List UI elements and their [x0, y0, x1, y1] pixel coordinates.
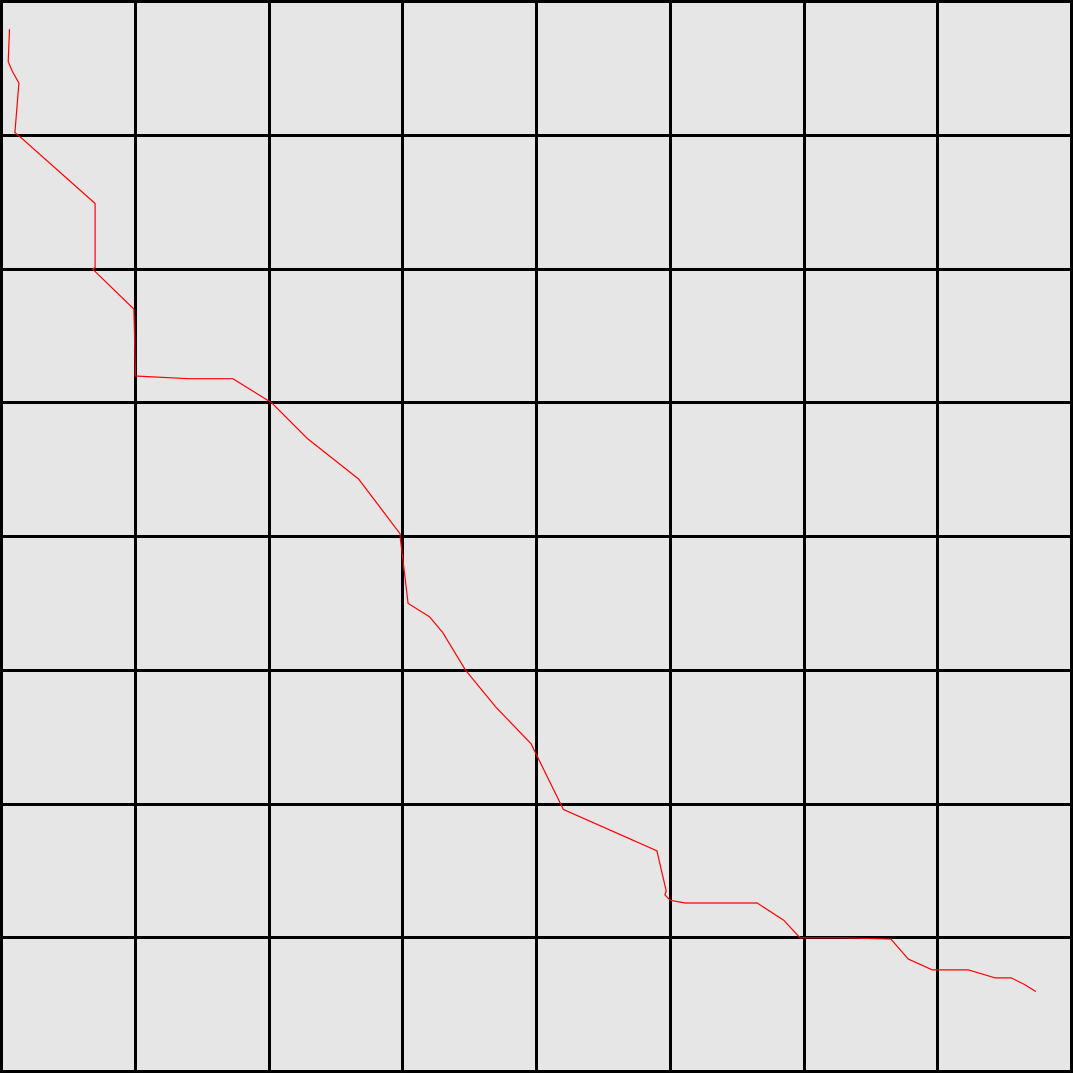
grid-cell [137, 137, 268, 268]
grid-cell [3, 404, 134, 535]
grid-cell [806, 404, 936, 535]
grid-cell [538, 137, 669, 268]
grid-cell [939, 137, 1070, 268]
grid-cell [538, 404, 669, 535]
grid-cell [3, 271, 134, 401]
grid-cell [672, 271, 803, 401]
grid-cell [806, 939, 936, 1070]
grid-cell [404, 538, 535, 669]
grid-cell [271, 806, 401, 936]
grid-cell [137, 672, 268, 803]
grid-cell [3, 538, 134, 669]
grid-cell [806, 3, 936, 134]
grid-cell [404, 806, 535, 936]
grid-cell [672, 538, 803, 669]
grid-cells [3, 3, 1070, 1070]
grid-cell [137, 3, 268, 134]
grid-cell [672, 939, 803, 1070]
grid-cell [137, 538, 268, 669]
grid-cell [538, 3, 669, 134]
grid-cell [271, 3, 401, 134]
grid-cell [404, 939, 535, 1070]
grid-cell [939, 939, 1070, 1070]
grid-cell [404, 672, 535, 803]
grid-cell [3, 672, 134, 803]
grid-cell [672, 806, 803, 936]
grid-cell [939, 404, 1070, 535]
grid-cell [806, 538, 936, 669]
grid-cell [538, 538, 669, 669]
grid-cell [939, 538, 1070, 669]
grid-cell [939, 672, 1070, 803]
grid-cell [404, 3, 535, 134]
grid-cell [939, 3, 1070, 134]
grid-cell [806, 672, 936, 803]
grid-cell [271, 404, 401, 535]
grid-cell [538, 939, 669, 1070]
grid-cell [271, 672, 401, 803]
grid-cell [806, 806, 936, 936]
grid-cell [538, 271, 669, 401]
grid-cell [939, 271, 1070, 401]
grid-cell [672, 672, 803, 803]
grid-cell [271, 538, 401, 669]
grid-cell [672, 3, 803, 134]
grid-cell [137, 806, 268, 936]
grid-cell [806, 271, 936, 401]
grid-cell [538, 806, 669, 936]
grid-cell [137, 271, 268, 401]
grid-cell [3, 806, 134, 936]
grid-cell [672, 404, 803, 535]
grid-cell [3, 939, 134, 1070]
grid-cell [404, 271, 535, 401]
grid-cell [538, 672, 669, 803]
red-trace-line [7, 29, 1037, 992]
grid-cell [137, 404, 268, 535]
grid-cell [672, 137, 803, 268]
grid-cell [271, 137, 401, 268]
grid-cell [404, 404, 535, 535]
grid-cell [806, 137, 936, 268]
grid-cell [3, 137, 134, 268]
grid-cell [3, 3, 134, 134]
grid-cell [271, 271, 401, 401]
grid-cell [271, 939, 401, 1070]
grid-cell [404, 137, 535, 268]
grid-cell [137, 939, 268, 1070]
grid-cell [939, 806, 1070, 936]
